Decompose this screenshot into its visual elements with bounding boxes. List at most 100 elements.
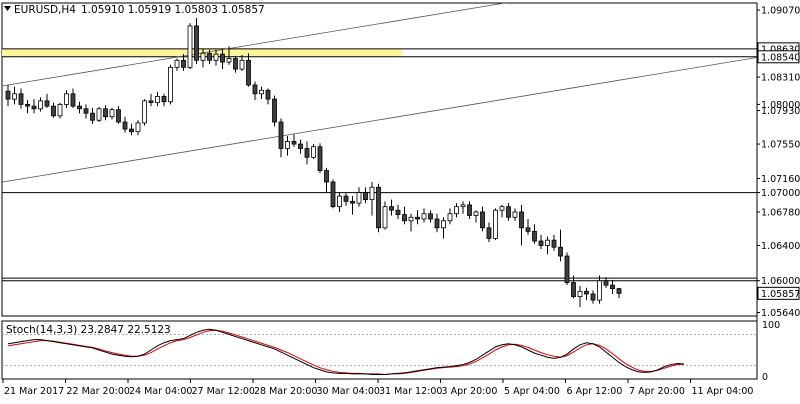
price-tick-label: 1.07550 — [761, 140, 800, 151]
price-tick-label: 1.07930 — [761, 106, 800, 117]
candle-bear — [532, 230, 537, 242]
time-tick-label: 22 Mar 20:00 — [67, 386, 130, 397]
stoch-signal-line — [7, 329, 685, 375]
candle-bull — [408, 216, 414, 222]
candle-bull — [109, 109, 115, 118]
candle-bear — [265, 89, 271, 100]
hline-price-label: 1.08540 — [761, 52, 800, 63]
stoch-tick-label: 0 — [762, 372, 768, 383]
candle-bull — [135, 122, 141, 133]
candle-bear — [350, 200, 355, 204]
candle-bear — [233, 58, 238, 70]
candle-bull — [200, 52, 206, 61]
candle-bull — [577, 290, 583, 298]
candle-bull — [545, 239, 550, 246]
candle-bull — [460, 204, 466, 208]
candle-bear — [25, 103, 30, 107]
candle-bear — [161, 96, 167, 103]
candle-bull — [369, 186, 375, 201]
candle-bear — [70, 93, 76, 107]
candle-bear — [116, 109, 121, 123]
stochastic-label: Stoch(14,3,3) 23.2847 22.5123 — [6, 324, 171, 336]
candle-bear — [129, 128, 134, 133]
price-tick-label: 1.06000 — [761, 276, 800, 287]
candle-bull — [512, 211, 518, 218]
candle-bull — [356, 192, 362, 204]
candle-bull — [96, 108, 102, 121]
price-tick-label: 1.07160 — [761, 174, 800, 185]
candle-bear — [610, 284, 615, 290]
candle-bull — [57, 103, 63, 117]
price-tick-label: 1.07000 — [761, 188, 800, 199]
candle-bear — [480, 211, 485, 229]
candle-bear — [395, 209, 401, 216]
candle-bear — [220, 53, 225, 63]
time-tick-label: 24 Mar 04:00 — [129, 386, 192, 397]
candle-bear — [467, 204, 472, 216]
time-tick-label: 21 Mar 2017 — [4, 386, 64, 397]
time-tick-label: 7 Apr 20:00 — [629, 386, 685, 397]
stoch-main-line — [7, 328, 685, 375]
candle-bull — [311, 146, 316, 158]
candle-bull — [187, 25, 193, 68]
channel-upper-line — [1, 2, 505, 87]
time-tick-label: 31 Mar 12:00 — [379, 386, 442, 397]
candle-bear — [415, 216, 420, 220]
candle-bull — [447, 213, 453, 222]
candle-bear — [590, 293, 596, 301]
candle-bear — [18, 93, 24, 105]
candle-bear — [246, 59, 251, 86]
triangle-down-icon[interactable] — [4, 6, 11, 11]
candle-bear — [402, 214, 407, 222]
candle-bear — [148, 100, 154, 104]
candle-bear — [486, 227, 492, 239]
symbol-label: EURUSD,H4 — [14, 4, 76, 16]
price-tick-label: 1.09070 — [761, 6, 800, 17]
candle-bull — [239, 59, 245, 70]
current-price-box — [757, 286, 800, 300]
candle-bull — [213, 53, 219, 61]
candle-bear — [571, 282, 576, 298]
candle-bull — [142, 100, 147, 124]
candle-bear — [519, 211, 524, 229]
candle-bear — [278, 121, 284, 149]
candle-bull — [421, 213, 427, 220]
candle-bear — [122, 121, 128, 130]
candle-bear — [506, 206, 511, 218]
candle-bear — [90, 112, 95, 121]
candle-bull — [64, 93, 69, 105]
price-tick-label: 1.05640 — [761, 308, 800, 319]
price-tick-label: 1.08000 — [761, 100, 800, 111]
candle-bull — [174, 59, 180, 68]
time-tick-label: 11 Apr 04:00 — [692, 386, 754, 397]
time-tick-label: 27 Mar 12:00 — [192, 386, 255, 397]
candle-bear — [77, 105, 82, 110]
candle-bear — [343, 195, 349, 202]
candle-bear — [525, 227, 531, 232]
ohlc-readout: 1.05910 1.05919 1.05803 1.05857 — [81, 4, 265, 16]
candle-bull — [337, 195, 342, 208]
candle-bear — [298, 143, 303, 149]
channel-lower-line — [1, 51, 789, 183]
candle-bear — [584, 290, 589, 295]
candle-bull — [382, 206, 388, 229]
candle-bull — [259, 89, 264, 95]
candle-bull — [499, 206, 505, 211]
candle-bull — [441, 220, 446, 229]
candle-bull — [493, 209, 498, 239]
candle-bear — [324, 170, 329, 183]
time-axis-layer: 21 Mar 2017 22 Mar 20:00 24 Mar 04:00 27 Ma… — [2, 379, 754, 397]
candle-bull — [226, 58, 232, 63]
price-tick-label: 1.06780 — [761, 207, 800, 218]
candle-bear — [207, 52, 212, 61]
stoch-tick-label: 100 — [762, 320, 780, 331]
candle-bull — [38, 100, 43, 110]
time-tick-label: 28 Mar 20:00 — [254, 386, 317, 397]
candle-bear — [291, 141, 297, 145]
candle-bear — [616, 288, 622, 294]
candle-bear — [558, 246, 563, 257]
candle-bear — [5, 90, 11, 100]
candle-bear — [31, 105, 37, 110]
